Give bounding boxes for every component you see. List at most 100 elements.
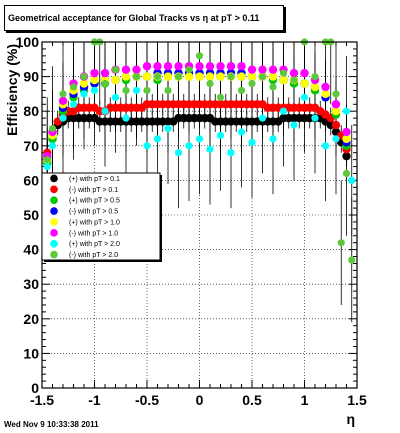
data-point: [111, 66, 120, 74]
data-point: [248, 138, 256, 146]
x-tick-label: 1.5: [347, 392, 367, 408]
data-point: [174, 62, 183, 71]
data-point: [206, 79, 214, 88]
data-point: [247, 65, 257, 74]
data-point: [237, 128, 246, 136]
data-point: [311, 114, 319, 122]
data-point: [48, 124, 57, 133]
data-point: [332, 90, 340, 98]
data-point: [268, 72, 278, 81]
data-point: [90, 86, 99, 95]
y-tick-label: 30: [23, 276, 39, 292]
data-point: [248, 79, 256, 88]
legend-label: (+) with pT > 2.0: [69, 241, 120, 248]
data-point: [143, 142, 151, 150]
data-point: [111, 93, 120, 101]
data-point: [184, 72, 194, 81]
data-point: [58, 96, 68, 106]
legend-label: (+) with pT > 0.1: [69, 176, 120, 183]
data-point: [101, 79, 109, 88]
data-point: [237, 62, 246, 71]
data-point: [279, 69, 288, 77]
data-point: [258, 114, 267, 122]
data-point: [205, 62, 215, 71]
data-point: [348, 176, 356, 184]
data-point: [331, 120, 341, 130]
legend-marker: [50, 185, 58, 194]
legend-marker: [50, 174, 58, 183]
data-point: [121, 72, 131, 81]
data-point: [111, 75, 120, 85]
data-point: [174, 73, 183, 81]
data-point: [195, 135, 204, 143]
data-point: [321, 82, 330, 92]
data-point: [80, 73, 88, 81]
data-point: [300, 93, 309, 101]
data-point: [153, 73, 162, 81]
data-point: [321, 89, 330, 99]
data-point: [59, 90, 67, 98]
data-point: [237, 86, 246, 95]
data-point: [164, 124, 172, 133]
y-tick-label: 70: [23, 138, 39, 154]
data-point: [143, 86, 151, 95]
data-point: [342, 169, 351, 178]
data-point: [216, 131, 225, 140]
data-point: [43, 156, 51, 164]
x-tick-label: 1: [301, 392, 309, 408]
data-point: [163, 72, 173, 81]
data-point: [142, 72, 152, 81]
legend-label: (-) with pT > 1.0: [69, 230, 118, 237]
y-tick-label: 50: [23, 207, 39, 223]
data-point: [153, 62, 162, 71]
data-point: [342, 151, 351, 161]
data-point: [279, 107, 288, 115]
data-point: [101, 107, 109, 115]
x-tick-label: 0.5: [242, 392, 262, 408]
data-point: [122, 86, 130, 95]
data-point: [80, 90, 88, 98]
legend-label: (-) with pT > 0.1: [69, 187, 118, 194]
legend-box: [41, 172, 161, 261]
y-tick-label: 0: [31, 380, 39, 396]
x-axis-title: η: [346, 411, 355, 427]
y-tick-label: 40: [23, 242, 39, 258]
data-point: [174, 149, 183, 157]
data-point: [142, 62, 152, 71]
data-point: [153, 135, 162, 143]
legend-label: (-) with pT > 2.0: [69, 252, 118, 259]
data-point: [268, 65, 278, 74]
data-point: [331, 100, 341, 109]
data-point: [342, 127, 351, 137]
data-point: [43, 162, 51, 171]
data-point: [226, 62, 236, 71]
data-point: [100, 68, 110, 78]
y-tick-label: 100: [16, 34, 40, 50]
legend-label: (+) with pT > 1.0: [69, 219, 120, 226]
data-point: [59, 114, 67, 122]
data-point: [216, 62, 225, 71]
y-axis-title: Efficiency (%): [4, 44, 20, 136]
data-point: [300, 68, 309, 78]
legend-label: (-) with pT > 0.5: [69, 209, 118, 216]
data-point: [290, 76, 298, 84]
y-tick-label: 10: [23, 345, 39, 361]
legend-marker: [50, 239, 58, 248]
data-point: [290, 121, 298, 129]
y-tick-label: 80: [23, 103, 39, 119]
data-point: [205, 72, 215, 81]
legend-marker: [50, 207, 58, 215]
legend-marker: [50, 218, 58, 226]
y-tick-label: 90: [23, 69, 39, 85]
data-point: [163, 62, 173, 71]
data-point: [348, 256, 356, 264]
data-point: [332, 135, 340, 143]
data-point: [227, 73, 235, 81]
timestamp: Wed Nov 9 10:33:38 2011: [4, 420, 99, 429]
data-point: [121, 65, 131, 74]
data-point: [342, 107, 351, 115]
data-point: [227, 149, 235, 157]
data-point: [300, 79, 309, 88]
